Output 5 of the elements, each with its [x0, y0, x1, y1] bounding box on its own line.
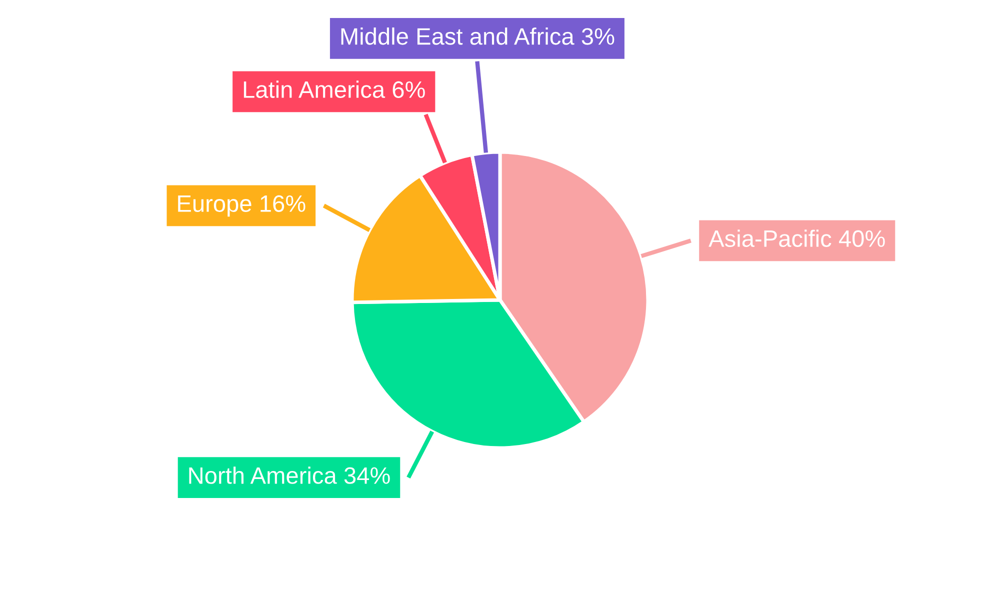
- slice-label: Asia-Pacific 40%: [708, 230, 885, 248]
- slice-label: North America 34%: [189, 466, 390, 484]
- slice-label: Latin America 6%: [244, 80, 425, 98]
- slice-label: Middle East and Africa 3%: [341, 27, 614, 45]
- slice-label: Europe 16%: [178, 195, 306, 217]
